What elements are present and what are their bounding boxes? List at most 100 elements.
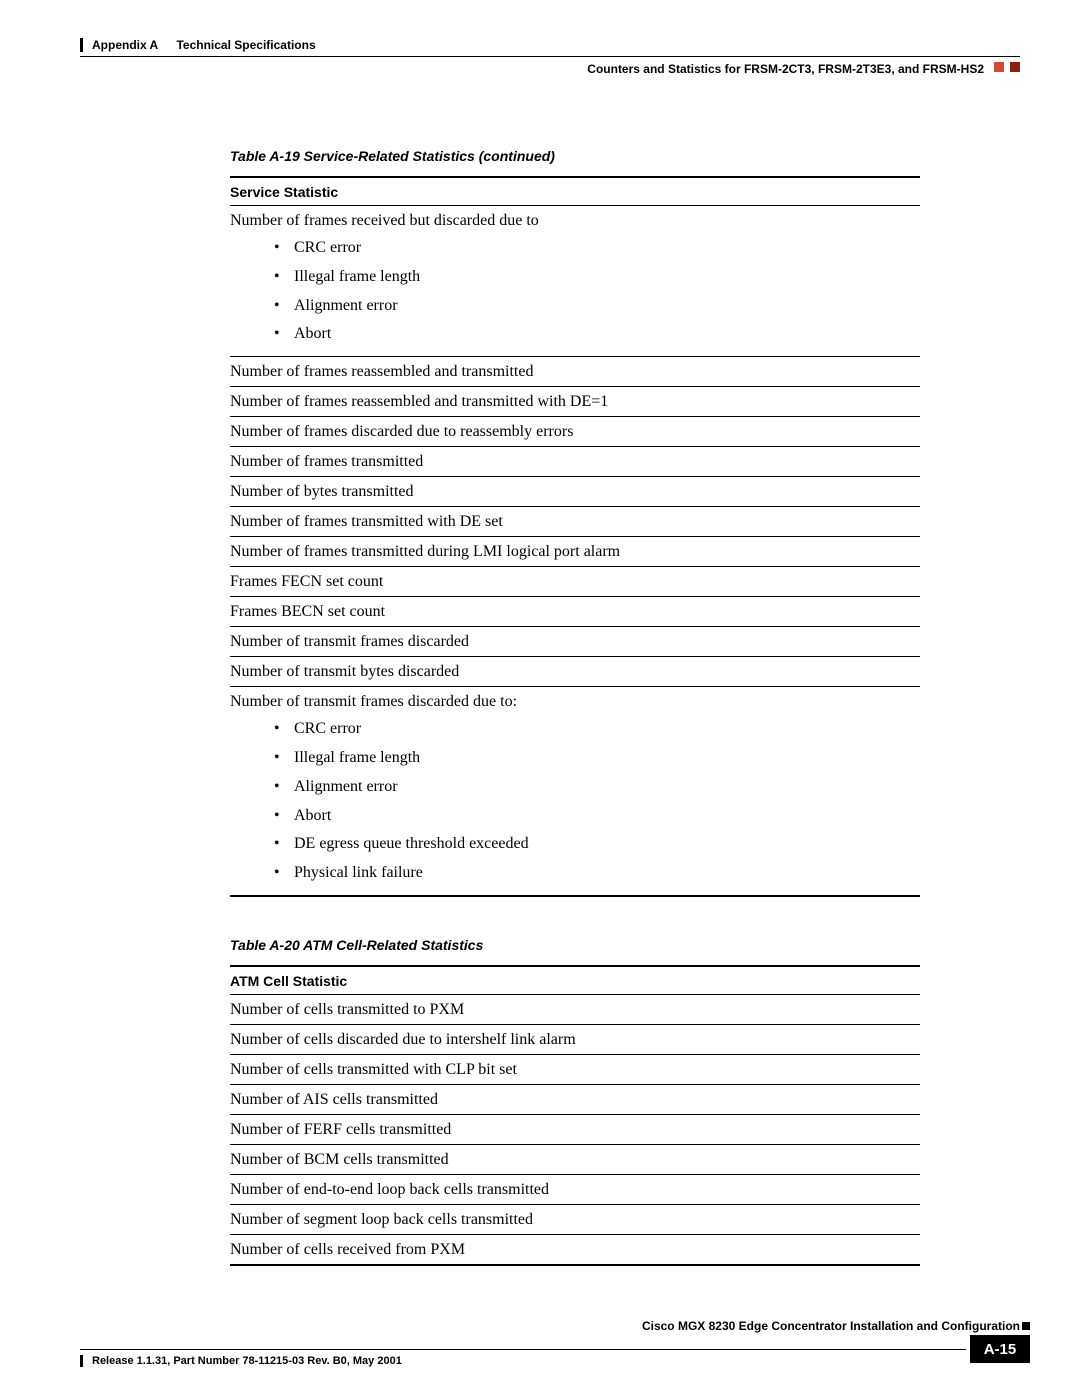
table-row: Number of frames transmitted — [230, 447, 920, 477]
footer-rule — [80, 1349, 966, 1350]
table-20-cell: Number of end-to-end loop back cells tra… — [230, 1174, 920, 1204]
table-20-header: ATM Cell Statistic — [230, 966, 920, 995]
bullet-item: Illegal frame length — [274, 263, 920, 292]
table-row: Number of transmit frames discarded due … — [230, 687, 920, 896]
bullet-item: CRC error — [274, 234, 920, 263]
table-20-cell: Number of cells received from PXM — [230, 1234, 920, 1265]
row-text: Number of bytes transmitted — [230, 483, 414, 500]
row-text: Number of cells received from PXM — [230, 1241, 465, 1258]
table-19-cell: Number of frames transmitted — [230, 447, 920, 477]
bullet-list: CRC errorIllegal frame lengthAlignment e… — [230, 230, 920, 351]
table-19-cell: Number of frames received but discarded … — [230, 206, 920, 357]
footer-accent-bar — [80, 1355, 83, 1367]
bullet-item: Alignment error — [274, 773, 920, 802]
table-19-header: Service Statistic — [230, 177, 920, 206]
bullet-item: CRC error — [274, 715, 920, 744]
row-text: Number of transmit frames discarded — [230, 633, 469, 650]
row-text: Number of segment loop back cells transm… — [230, 1211, 533, 1228]
row-text: Number of frames discarded due to reasse… — [230, 423, 573, 440]
table-19: Service Statistic Number of frames recei… — [230, 176, 920, 897]
table-19-cell: Number of frames transmitted during LMI … — [230, 537, 920, 567]
table-row: Number of cells transmitted with CLP bit… — [230, 1054, 920, 1084]
page-content: Table A-19 Service-Related Statistics (c… — [230, 148, 920, 1266]
bullet-item: DE egress queue threshold exceeded — [274, 830, 920, 859]
row-text: Number of frames reassembled and transmi… — [230, 393, 608, 410]
table-19-cell: Number of frames discarded due to reasse… — [230, 417, 920, 447]
table-20-cell: Number of AIS cells transmitted — [230, 1084, 920, 1114]
row-text: Number of frames transmitted during LMI … — [230, 543, 620, 560]
table-row: Number of BCM cells transmitted — [230, 1144, 920, 1174]
row-text: Number of transmit frames discarded due … — [230, 693, 517, 710]
table-19-caption: Table A-19 Service-Related Statistics (c… — [230, 148, 920, 164]
row-text: Number of frames transmitted with DE set — [230, 513, 503, 530]
footer-square-icon — [1022, 1322, 1030, 1330]
page-number: A-15 — [970, 1335, 1030, 1363]
table-row: Number of FERF cells transmitted — [230, 1114, 920, 1144]
bullet-item: Abort — [274, 802, 920, 831]
footer-release: Release 1.1.31, Part Number 78-11215-03 … — [92, 1355, 402, 1367]
bullet-item: Abort — [274, 320, 920, 349]
table-row: Number of frames reassembled and transmi… — [230, 357, 920, 387]
table-19-cell: Number of transmit frames discarded due … — [230, 687, 920, 896]
table-19-cell: Number of bytes transmitted — [230, 477, 920, 507]
table-20-cell: Number of cells transmitted to PXM — [230, 994, 920, 1024]
row-text: Number of frames reassembled and transmi… — [230, 363, 533, 380]
table-19-cell: Number of frames reassembled and transmi… — [230, 387, 920, 417]
table-row: Frames BECN set count — [230, 597, 920, 627]
table-row: Number of frames received but discarded … — [230, 206, 920, 357]
page-footer: Cisco MGX 8230 Edge Concentrator Install… — [80, 1319, 1030, 1367]
header-accent-bar — [80, 38, 83, 52]
row-text: Number of FERF cells transmitted — [230, 1121, 451, 1138]
table-row: Number of frames transmitted with DE set — [230, 507, 920, 537]
table-row: Number of end-to-end loop back cells tra… — [230, 1174, 920, 1204]
table-20: ATM Cell Statistic Number of cells trans… — [230, 965, 920, 1266]
row-text: Frames BECN set count — [230, 603, 385, 620]
row-text: Number of transmit bytes discarded — [230, 663, 459, 680]
table-row: Number of transmit bytes discarded — [230, 657, 920, 687]
bullet-list: CRC errorIllegal frame lengthAlignment e… — [230, 711, 920, 890]
row-text: Frames FECN set count — [230, 573, 383, 590]
table-20-cell: Number of cells discarded due to intersh… — [230, 1024, 920, 1054]
section-title: Counters and Statistics for FRSM-2CT3, F… — [587, 62, 984, 76]
header-square-icon — [1010, 62, 1020, 72]
table-20-cell: Number of BCM cells transmitted — [230, 1144, 920, 1174]
table-row: Number of transmit frames discarded — [230, 627, 920, 657]
header-left: Appendix A Technical Specifications — [92, 38, 316, 52]
table-row: Number of bytes transmitted — [230, 477, 920, 507]
table-20-cell: Number of cells transmitted with CLP bit… — [230, 1054, 920, 1084]
row-text: Number of end-to-end loop back cells tra… — [230, 1181, 549, 1198]
row-text: Number of frames transmitted — [230, 453, 423, 470]
bullet-item: Physical link failure — [274, 859, 920, 888]
table-19-cell: Number of frames reassembled and transmi… — [230, 357, 920, 387]
header-rule — [80, 56, 1020, 57]
header-square-icon — [994, 62, 1004, 72]
footer-doc-title: Cisco MGX 8230 Edge Concentrator Install… — [80, 1319, 1030, 1333]
table-row: Number of frames discarded due to reasse… — [230, 417, 920, 447]
page-header: Appendix A Technical Specifications Coun… — [80, 38, 1020, 68]
row-text: Number of cells transmitted with CLP bit… — [230, 1061, 517, 1078]
table-row: Number of cells received from PXM — [230, 1234, 920, 1265]
row-text: Number of frames received but discarded … — [230, 212, 539, 229]
row-text: Number of cells discarded due to intersh… — [230, 1031, 576, 1048]
table-row: Number of segment loop back cells transm… — [230, 1204, 920, 1234]
table-row: Frames FECN set count — [230, 567, 920, 597]
table-19-cell: Frames BECN set count — [230, 597, 920, 627]
row-text: Number of cells transmitted to PXM — [230, 1001, 464, 1018]
table-19-cell: Number of frames transmitted with DE set — [230, 507, 920, 537]
table-19-cell: Frames FECN set count — [230, 567, 920, 597]
bullet-item: Illegal frame length — [274, 744, 920, 773]
table-row: Number of frames reassembled and transmi… — [230, 387, 920, 417]
table-row: Number of AIS cells transmitted — [230, 1084, 920, 1114]
table-row: Number of cells discarded due to intersh… — [230, 1024, 920, 1054]
bullet-item: Alignment error — [274, 292, 920, 321]
table-20-cell: Number of segment loop back cells transm… — [230, 1204, 920, 1234]
table-row: Number of frames transmitted during LMI … — [230, 537, 920, 567]
table-19-cell: Number of transmit bytes discarded — [230, 657, 920, 687]
table-20-caption: Table A-20 ATM Cell-Related Statistics — [230, 937, 920, 953]
row-text: Number of AIS cells transmitted — [230, 1091, 438, 1108]
table-20-cell: Number of FERF cells transmitted — [230, 1114, 920, 1144]
table-19-cell: Number of transmit frames discarded — [230, 627, 920, 657]
appendix-label: Appendix A — [92, 38, 158, 52]
table-row: Number of cells transmitted to PXM — [230, 994, 920, 1024]
appendix-title: Technical Specifications — [176, 38, 315, 52]
